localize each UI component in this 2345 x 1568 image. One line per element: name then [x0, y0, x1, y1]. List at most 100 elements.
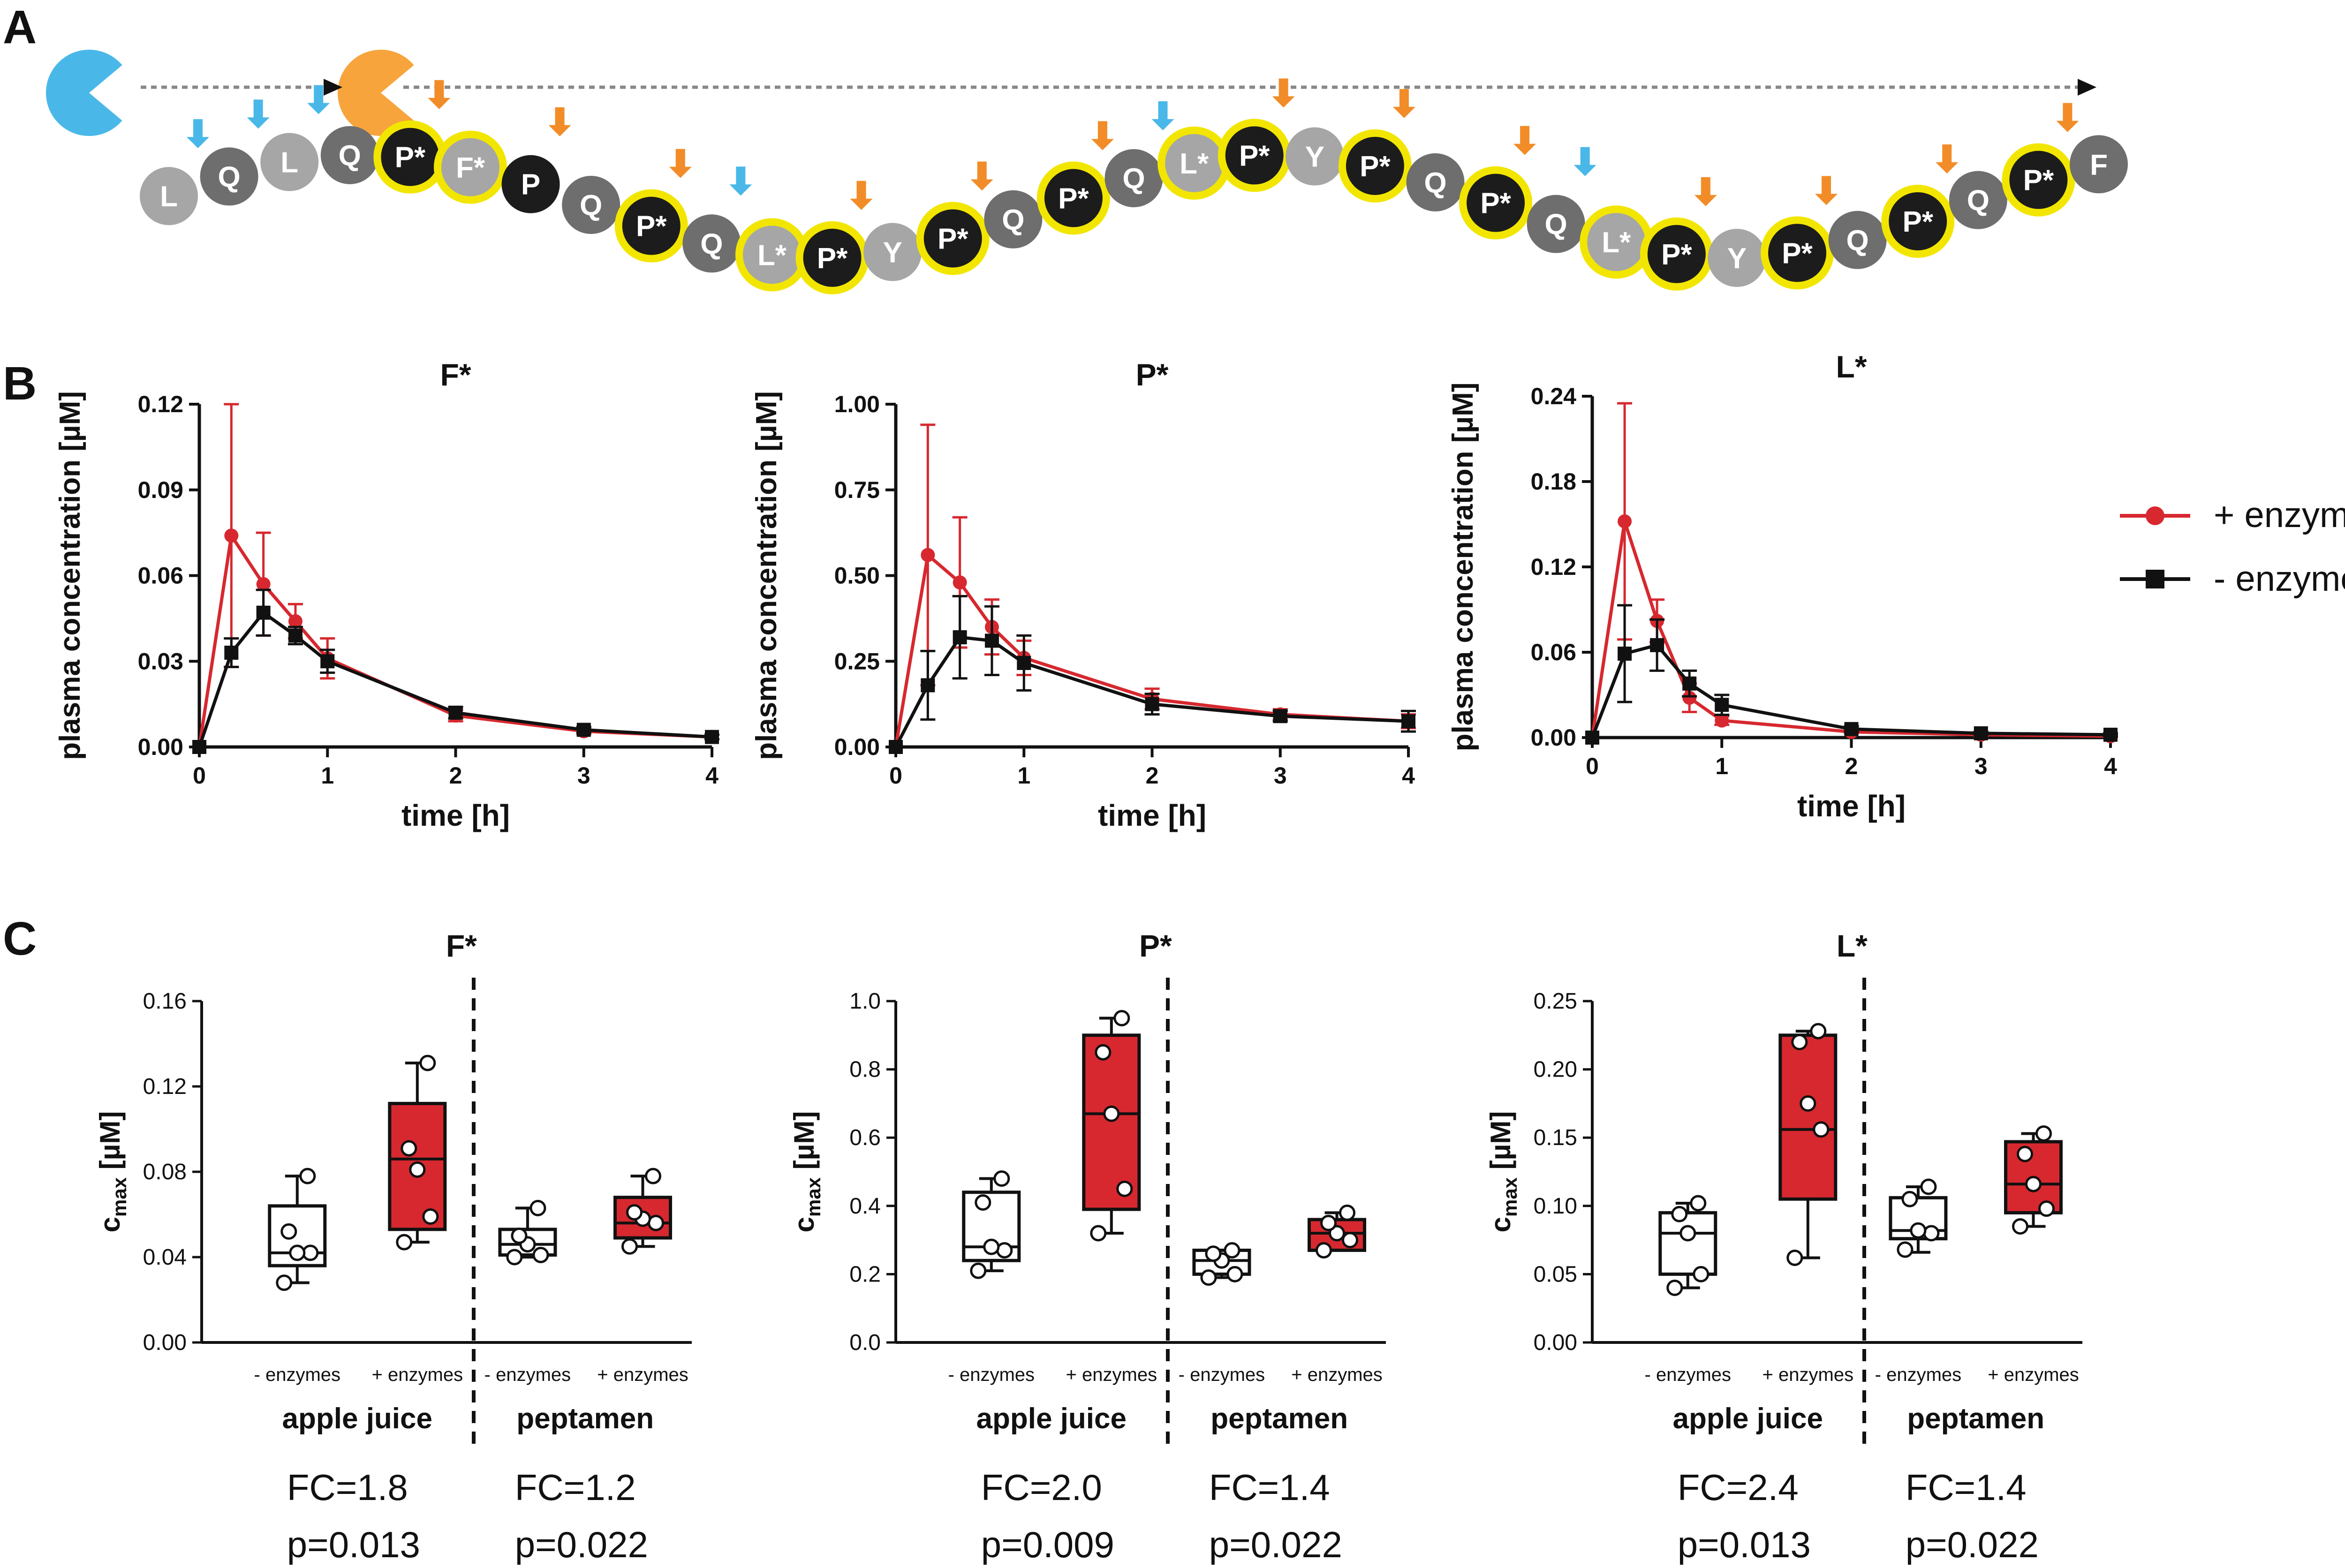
box-plus-enzymes [1778, 1023, 1838, 1266]
arrowhead [324, 79, 342, 96]
residue-circle [863, 223, 922, 281]
cleavage-arrow-icon [187, 119, 209, 149]
x-tick-label: 0 [1586, 753, 1599, 779]
individual-point [506, 1249, 523, 1266]
data-point-square [320, 654, 335, 669]
individual-point [2025, 1176, 2042, 1192]
y-tick-label: 1.0 [849, 989, 881, 1014]
legend-marker-minus [2146, 570, 2164, 588]
data-point-square [288, 628, 303, 643]
legend-marker-plus [2146, 506, 2164, 525]
residue-bead: L [260, 85, 330, 191]
individual-point [276, 1274, 293, 1291]
residue-label: Q [1122, 163, 1145, 195]
box-minus-enzymes [268, 1168, 327, 1291]
y-tick-label: 0.2 [849, 1262, 881, 1287]
cleavage-arrow-icon [1936, 144, 1959, 173]
cmax-boxplots: 0.000.040.080.120.16F*cmax [µM]- enzymes… [94, 928, 2082, 1565]
y-tick-label: 0.10 [1534, 1194, 1577, 1219]
residue-label: Q [218, 161, 240, 193]
data-point-circle [224, 528, 239, 543]
residue-label: Q [580, 189, 602, 222]
residue-label: Q [1002, 204, 1024, 236]
residue-circle [1889, 192, 1947, 250]
residue-label: Y [1727, 242, 1747, 275]
residue-circle [1044, 169, 1103, 227]
residue-label: Q [1424, 167, 1446, 199]
individual-point [1342, 1232, 1358, 1249]
data-point-square [705, 730, 719, 744]
individual-point [648, 1214, 664, 1231]
individual-point [422, 1208, 439, 1225]
individual-point [993, 1170, 1010, 1187]
y-axis-title-main: c [94, 1217, 126, 1232]
chart-title: L* [1837, 928, 1868, 963]
residue-label: P* [2023, 165, 2054, 197]
residue-circle [1527, 195, 1585, 253]
category-label: + enzymes [1066, 1364, 1157, 1385]
individual-point [983, 1238, 1000, 1255]
residue-circle [501, 155, 560, 213]
chart-title: F* [440, 357, 471, 392]
residue-circle [1165, 134, 1224, 192]
x-tick-label: 3 [1274, 762, 1287, 789]
individual-point [1901, 1191, 1918, 1207]
enzyme-legend: + enzymes - enzymes [2120, 495, 2345, 599]
residue-label: L* [1180, 148, 1209, 180]
residue-bead: Q [1406, 153, 1465, 211]
residue-label: P* [938, 223, 968, 255]
cmax-chart: 0.00 0.04 0.08 0.12 0.16 F* cmax [µM] - enzymes… [94, 928, 692, 1565]
group-label: peptamen [1907, 1402, 2044, 1435]
individual-point [1200, 1269, 1217, 1286]
individual-point [299, 1168, 316, 1184]
residue-label: P* [1360, 151, 1391, 183]
data-point-square [921, 678, 935, 693]
residue-bead: P [501, 107, 571, 213]
category-label: - enzymes [254, 1364, 341, 1385]
box-plus-enzymes [1308, 1204, 1366, 1259]
residue-circle [803, 228, 862, 287]
residue-bead: P* [1338, 89, 1415, 203]
residue-circle [1768, 224, 1827, 282]
residue-label: F* [456, 152, 485, 184]
y-tick-label: 0.04 [143, 1245, 187, 1270]
residue-circle [140, 167, 198, 226]
category-label: - enzymes [1875, 1364, 1962, 1385]
x-tick-label: 4 [1402, 762, 1415, 789]
fold-change-label: FC=1.8 [287, 1467, 408, 1508]
individual-point [530, 1199, 546, 1216]
residue-bead: F [2070, 135, 2128, 194]
residue-bead: Q [320, 126, 379, 184]
data-point-square [1682, 676, 1697, 691]
group-label: peptamen [516, 1402, 654, 1435]
y-tick-label: 0.25 [1534, 989, 1577, 1014]
box-minus-enzymes [498, 1199, 557, 1266]
p-value-label: p=0.022 [515, 1524, 648, 1565]
data-point-square [1585, 731, 1599, 745]
y-tick-label: 0.12 [138, 391, 183, 417]
data-point-circle [1618, 514, 1632, 528]
individual-point [1813, 1121, 1830, 1138]
cleavage-arrow-icon [1513, 126, 1536, 155]
cleavage-arrow-icon [1151, 101, 1174, 130]
y-axis-title: cmax [µM] [788, 1111, 825, 1233]
individual-point [1316, 1242, 1332, 1259]
x-tick-label: 1 [1017, 762, 1030, 789]
data-point-square [953, 630, 967, 645]
y-tick-label: 0.06 [138, 563, 183, 589]
residue-bead: P* [614, 149, 692, 263]
fold-change-label: FC=1.4 [1209, 1467, 1330, 1508]
category-label: + enzymes [597, 1364, 688, 1385]
residue-circle [682, 214, 741, 273]
individual-point [1339, 1204, 1355, 1221]
cleavage-arrow-icon [428, 80, 451, 109]
cleavage-arrow-icon [307, 85, 330, 114]
cleavage-arrow-icon [1815, 176, 1838, 205]
residue-circle [1587, 213, 1646, 271]
y-axis-title: plasma concentration [µM] [54, 391, 86, 760]
residue-circle [1949, 171, 2007, 229]
residue-label: L [160, 181, 178, 213]
individual-point [1690, 1195, 1707, 1212]
residue-label: Q [1967, 185, 1989, 217]
individual-point [532, 1246, 549, 1263]
